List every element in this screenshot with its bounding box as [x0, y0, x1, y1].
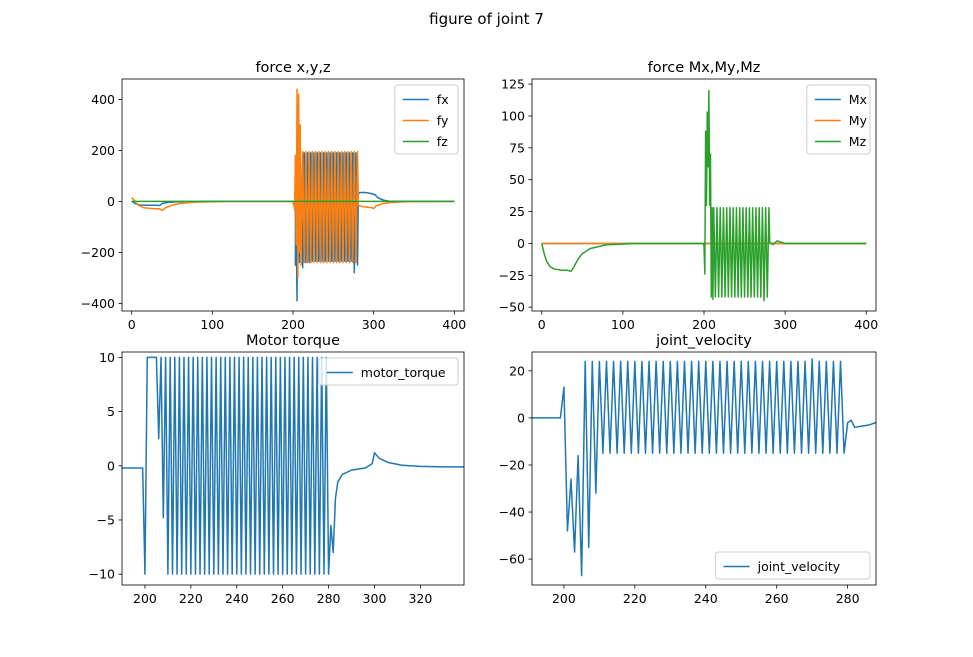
chart-motor_torque-xtick-label: 240 — [225, 591, 249, 606]
chart-force_xyz: 0 100 200 300 400 −400 −200 0 200 400 force x,y,z f… — [81, 60, 467, 332]
chart-force_mxyz-ytick-label: 75 — [509, 140, 525, 155]
figure-title: figure of joint 7 — [429, 10, 544, 28]
chart-motor_torque-legend: motor_torque — [318, 357, 459, 386]
chart-force_mxyz-ytick-label: 100 — [501, 108, 525, 123]
chart-force_mxyz-legend-label-My: My — [849, 113, 868, 128]
chart-force_mxyz-legend-box — [806, 84, 871, 155]
chart-force_mxyz-ytick-label: 0 — [517, 236, 525, 251]
chart-force_xyz-xtick-label: 400 — [442, 317, 466, 332]
chart-force_xyz-xtick-label: 200 — [281, 317, 305, 332]
chart-joint_velocity-ytick-label: −60 — [499, 552, 525, 567]
chart-motor_torque-xtick-label: 220 — [179, 591, 203, 606]
chart-motor_torque-xtick-label: 280 — [317, 591, 341, 606]
chart-joint_velocity-xtick-label: 220 — [623, 591, 647, 606]
chart-force_mxyz-series-Mz — [541, 89, 867, 302]
chart-motor_torque: 200 220 240 260 280 300 320 −10 −5 0 5 10 Motor torq… — [89, 333, 465, 606]
chart-motor_torque-xtick-label: 200 — [133, 591, 157, 606]
chart-force_mxyz-xtick-label: 300 — [773, 317, 797, 332]
chart-force_mxyz-xtick-label: 100 — [611, 317, 635, 332]
chart-motor_torque-ytick-label: 10 — [99, 350, 115, 365]
chart-force_xyz-xtick-label: 300 — [362, 317, 386, 332]
chart-force_mxyz-legend-label-Mx: Mx — [849, 92, 867, 107]
chart-joint_velocity: 200 220 240 260 280 −60 −40 −20 0 20 joint_velocit… — [499, 333, 877, 606]
chart-joint_velocity-ytick-label: 20 — [509, 363, 525, 378]
chart-joint_velocity-xtick-label: 260 — [765, 591, 789, 606]
chart-force_mxyz-xtick-label: 0 — [538, 317, 546, 332]
chart-motor_torque-ytick-label: 0 — [107, 458, 115, 473]
chart-motor_torque-series-motor_torque — [122, 356, 464, 575]
chart-force_mxyz-ytick-label: −25 — [499, 268, 525, 283]
chart-force_xyz-ytick-label: 200 — [91, 143, 115, 158]
chart-motor_torque-xtick-label: 320 — [408, 591, 432, 606]
chart-joint_velocity-xtick-label: 240 — [694, 591, 718, 606]
chart-force_xyz-legend: fx fy fz — [394, 84, 459, 155]
chart-force_mxyz-xtick-label: 200 — [692, 317, 716, 332]
chart-force_xyz-legend-label-fz: fz — [437, 134, 448, 149]
chart-force_xyz-xtick-label: 100 — [200, 317, 224, 332]
chart-force_mxyz: 0 100 200 300 400 −50 −25 0 25 50 75 100 125 force Mx… — [499, 60, 879, 332]
chart-motor_torque-frame — [121, 351, 465, 586]
chart-force_mxyz-ytick-label: 25 — [509, 204, 525, 219]
chart-joint_velocity-title: joint_velocity — [655, 333, 752, 349]
chart-force_mxyz-ytick-label: 125 — [501, 77, 525, 92]
chart-joint_velocity-legend: joint_velocity — [715, 551, 871, 580]
chart-force_mxyz-legend: Mx My Mz — [806, 84, 871, 155]
chart-force_xyz-title: force x,y,z — [255, 60, 330, 76]
chart-force_xyz-xtick-label: 0 — [128, 317, 136, 332]
chart-force_xyz-legend-box — [394, 84, 459, 155]
chart-force_mxyz-xtick-label: 400 — [854, 317, 878, 332]
chart-motor_torque-legend-label-motor_torque: motor_torque — [361, 365, 446, 380]
chart-force_xyz-ytick-label: −200 — [81, 245, 115, 260]
chart-force_mxyz-ytick-label: 50 — [509, 172, 525, 187]
chart-joint_velocity-legend-box — [715, 551, 871, 580]
chart-force_xyz-ytick-label: −400 — [81, 296, 115, 311]
chart-joint_velocity-ytick-label: −40 — [499, 505, 525, 520]
chart-force_xyz-ytick-label: 400 — [91, 92, 115, 107]
chart-joint_velocity-series-joint_velocity — [532, 358, 876, 577]
chart-force_xyz-ytick-label: 0 — [107, 194, 115, 209]
chart-joint_velocity-xtick-label: 200 — [552, 591, 576, 606]
chart-joint_velocity-ytick-label: −20 — [499, 457, 525, 472]
chart-force_mxyz-ytick-label: −50 — [499, 300, 525, 315]
chart-joint_velocity-legend-label-joint_velocity: joint_velocity — [757, 559, 841, 574]
chart-force_xyz-legend-label-fy: fy — [437, 113, 449, 128]
chart-motor_torque-xtick-label: 260 — [271, 591, 295, 606]
chart-joint_velocity-xtick-label: 280 — [836, 591, 860, 606]
chart-motor_torque-xtick-label: 300 — [363, 591, 387, 606]
chart-motor_torque-ytick-label: −10 — [89, 567, 115, 582]
chart-force_mxyz-title: force Mx,My,Mz — [648, 60, 761, 76]
chart-motor_torque-ytick-label: 5 — [107, 404, 115, 419]
chart-joint_velocity-ytick-label: 0 — [517, 410, 525, 425]
chart-force_xyz-legend-label-fx: fx — [437, 92, 449, 107]
chart-motor_torque-ytick-label: −5 — [97, 512, 115, 527]
chart-force_mxyz-legend-label-Mz: Mz — [849, 134, 867, 149]
chart-joint_velocity-frame — [531, 351, 877, 586]
chart-motor_torque-title: Motor torque — [246, 333, 340, 349]
chart-motor_torque-legend-box — [318, 357, 459, 386]
